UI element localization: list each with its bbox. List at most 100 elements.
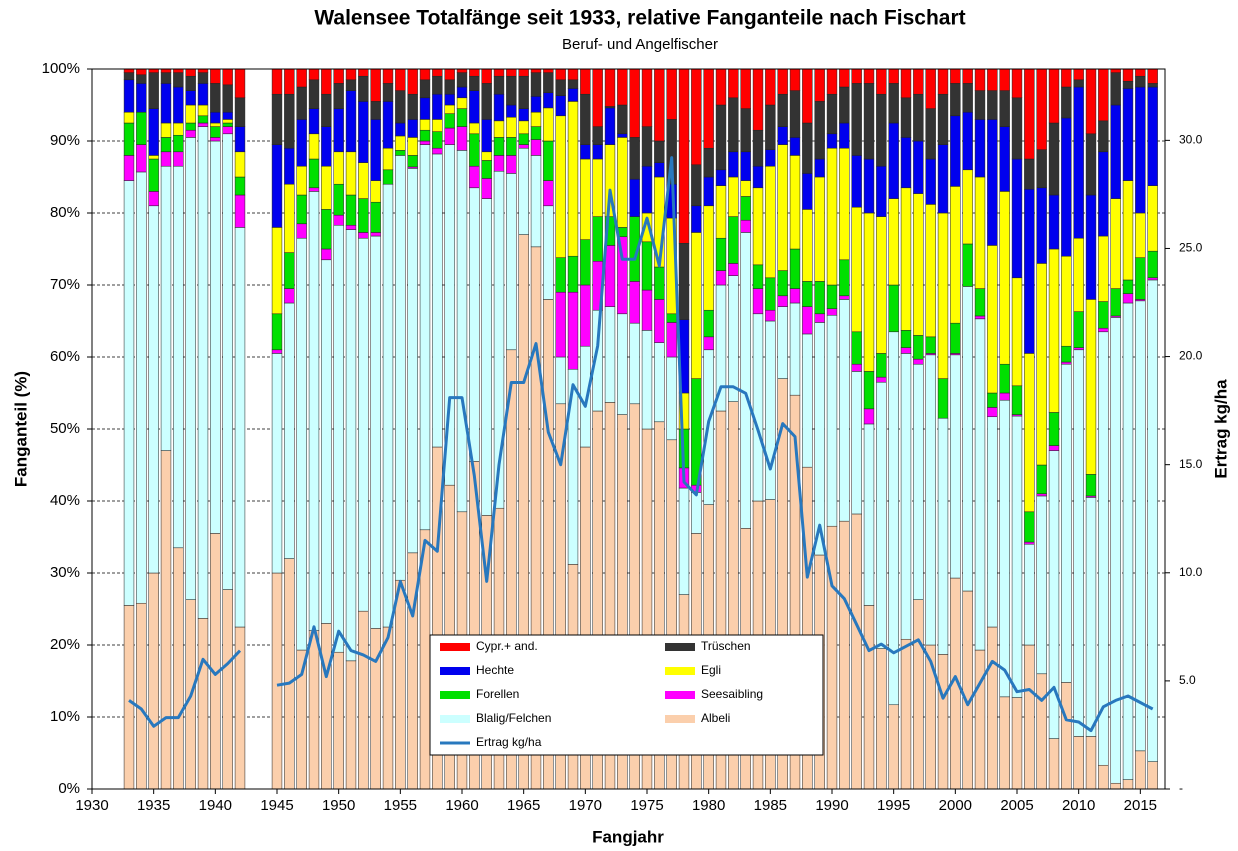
bar-segment	[160, 165, 172, 451]
bar-segment	[900, 97, 912, 138]
bar-segment	[1036, 495, 1047, 675]
bar-segment	[518, 68, 529, 77]
bar-segment	[913, 363, 924, 600]
bar-segment	[777, 68, 788, 95]
bar-segment	[1110, 68, 1121, 73]
bar-segment	[925, 68, 936, 109]
bar-segment	[234, 151, 246, 178]
bar-segment	[715, 185, 727, 239]
bar-segment	[987, 416, 998, 628]
legend-label: Seesaibling	[701, 687, 763, 701]
bar-segment	[543, 180, 554, 207]
bar-segment	[654, 266, 665, 300]
bar-segment	[1098, 68, 1109, 122]
bar-segment	[284, 93, 295, 149]
bar-segment	[678, 68, 690, 244]
bar-segment	[765, 277, 776, 311]
bar-segment	[358, 198, 369, 233]
bar-segment	[432, 119, 443, 132]
bar-segment	[740, 219, 751, 233]
bar-segment	[1135, 257, 1146, 300]
bar-segment	[1024, 541, 1035, 545]
bar-segment	[518, 75, 529, 109]
bar-segment	[851, 83, 862, 156]
bar-segment	[444, 68, 455, 81]
bar-segment	[1048, 68, 1060, 124]
x-tick-label: 1965	[507, 797, 540, 814]
bar-segment	[518, 108, 529, 122]
bar-segment	[888, 122, 899, 199]
bar-segment	[900, 347, 912, 354]
bar-segment	[1147, 185, 1158, 252]
bar-segment	[395, 90, 406, 124]
bar-segment	[937, 654, 949, 790]
bar-segment	[1122, 180, 1134, 281]
bar-segment	[826, 284, 838, 310]
bar-segment	[580, 158, 591, 240]
bar-segment	[160, 83, 172, 124]
bar-segment	[974, 90, 986, 120]
bar-segment	[765, 165, 776, 279]
bar-segment	[814, 281, 825, 315]
bar-segment	[888, 83, 899, 124]
bar-segment	[555, 356, 566, 405]
bar-segment	[987, 119, 998, 246]
bar-segment	[321, 248, 332, 261]
bar-segment	[1110, 72, 1121, 106]
bar-segment	[839, 520, 850, 790]
bar-segment	[456, 68, 468, 73]
bar-segment	[925, 644, 936, 790]
bar-segment	[752, 129, 764, 167]
bar-segment	[296, 223, 307, 239]
bar-segment	[148, 158, 159, 192]
bar-segment	[296, 165, 307, 196]
bar-segment	[1011, 415, 1023, 698]
bar-segment	[234, 227, 246, 628]
legend-label: Cypr.+ and.	[476, 639, 538, 653]
x-tick-label: 1980	[692, 797, 725, 814]
bar-segment	[210, 137, 221, 142]
bar-segment	[432, 93, 443, 120]
bar-segment	[789, 155, 801, 250]
bar-segment	[185, 122, 196, 131]
bar-segment	[345, 194, 357, 226]
bar-segment	[617, 104, 628, 135]
bar-segment	[703, 68, 714, 149]
data-line	[128, 156, 1154, 733]
bar-segment	[1073, 237, 1084, 312]
bar-segment	[543, 205, 554, 300]
bar-segment	[185, 68, 196, 77]
bar-segment	[1098, 235, 1109, 302]
bar-segment	[469, 122, 480, 135]
bar-segment	[432, 68, 443, 77]
y2-tick-label: 5.0	[1179, 673, 1196, 687]
bar-segment	[789, 248, 801, 289]
x-tick-label: 1955	[384, 797, 417, 814]
bar-segment	[654, 68, 665, 142]
bar-segment	[974, 68, 986, 91]
bar-segment	[333, 108, 344, 153]
y2-tick-label: 15.0	[1179, 457, 1203, 471]
bar-segment	[740, 180, 751, 197]
bar-segment	[1122, 279, 1134, 294]
bar-segment	[530, 96, 542, 113]
bar-segment	[1098, 327, 1109, 333]
legend-swatch	[440, 715, 470, 723]
bar-segment	[715, 68, 727, 106]
bar-segment	[715, 237, 727, 271]
bar-segment	[604, 245, 616, 307]
bar-segment	[160, 72, 172, 84]
bar-segment	[271, 313, 283, 351]
bar-segment	[876, 93, 887, 167]
bar-segment	[284, 68, 295, 95]
bar-segment	[419, 140, 431, 145]
bar-segment	[937, 212, 949, 379]
bar-segment	[148, 205, 159, 574]
bar-segment	[789, 137, 801, 156]
bar-segment	[814, 68, 825, 102]
bar-segment	[148, 72, 159, 109]
bar-segment	[740, 108, 751, 153]
bar-segment	[160, 151, 172, 167]
bar-segment	[456, 86, 468, 99]
